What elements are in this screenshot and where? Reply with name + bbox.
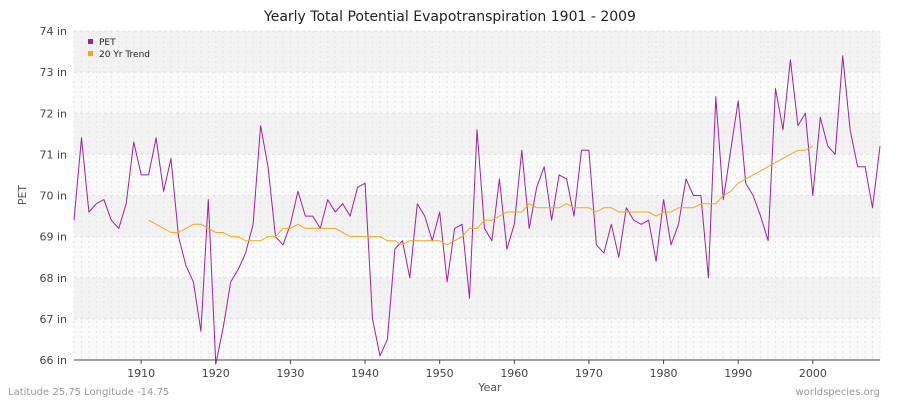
- series-lines: [73, 55, 881, 365]
- x-axis-label: Year: [477, 381, 502, 394]
- legend-swatch-pet: [88, 39, 93, 44]
- x-tick-label: 1990: [724, 367, 752, 380]
- x-tick-label: 1960: [500, 367, 528, 380]
- y-tick-label: 70 in: [39, 190, 67, 203]
- legend-label-trend: 20 Yr Trend: [99, 50, 150, 60]
- x-tick-labels: 1910 1920 1930 1940 1950 1960 1970 1980 1990 2000: [127, 360, 827, 380]
- x-tick-label: 1930: [276, 367, 304, 380]
- series-line-trend: [148, 145, 814, 246]
- y-tick-label: 68 in: [39, 272, 67, 285]
- x-tick-label: 1910: [127, 367, 155, 380]
- x-tick-label: 1920: [202, 367, 230, 380]
- legend-label-pet: PET: [99, 38, 116, 48]
- y-tick-labels: 66 in 67 in 68 in 69 in 70 in 71 in 72 in 73 in…: [39, 25, 67, 367]
- band-70: [74, 154, 880, 196]
- footer-source: worldspecies.org: [796, 387, 880, 398]
- y-tick-label: 73 in: [39, 66, 67, 79]
- y-axis-label: PET: [16, 185, 29, 206]
- footer-location: Latitude 25.75 Longitude -14.75: [8, 387, 169, 398]
- x-tick-label: 1970: [575, 367, 603, 380]
- y-tick-label: 71 in: [39, 148, 67, 161]
- y-tick-label: 66 in: [39, 354, 67, 367]
- series-line-pet: [73, 55, 881, 365]
- y-tick-label: 74 in: [39, 25, 67, 38]
- y-tick-label: 72 in: [39, 107, 67, 120]
- band-66: [74, 318, 880, 360]
- y-tick-label: 67 in: [39, 313, 67, 326]
- chart-title: Yearly Total Potential Evapotranspiratio…: [263, 9, 636, 25]
- legend-swatch-trend: [88, 51, 93, 56]
- x-tick-label: 2000: [799, 367, 827, 380]
- x-tick-label: 1950: [426, 367, 454, 380]
- x-tick-label: 1940: [351, 367, 379, 380]
- legend: PET 20 Yr Trend: [88, 38, 150, 60]
- x-tick-label: 1980: [650, 367, 678, 380]
- y-tick-label: 69 in: [39, 231, 67, 244]
